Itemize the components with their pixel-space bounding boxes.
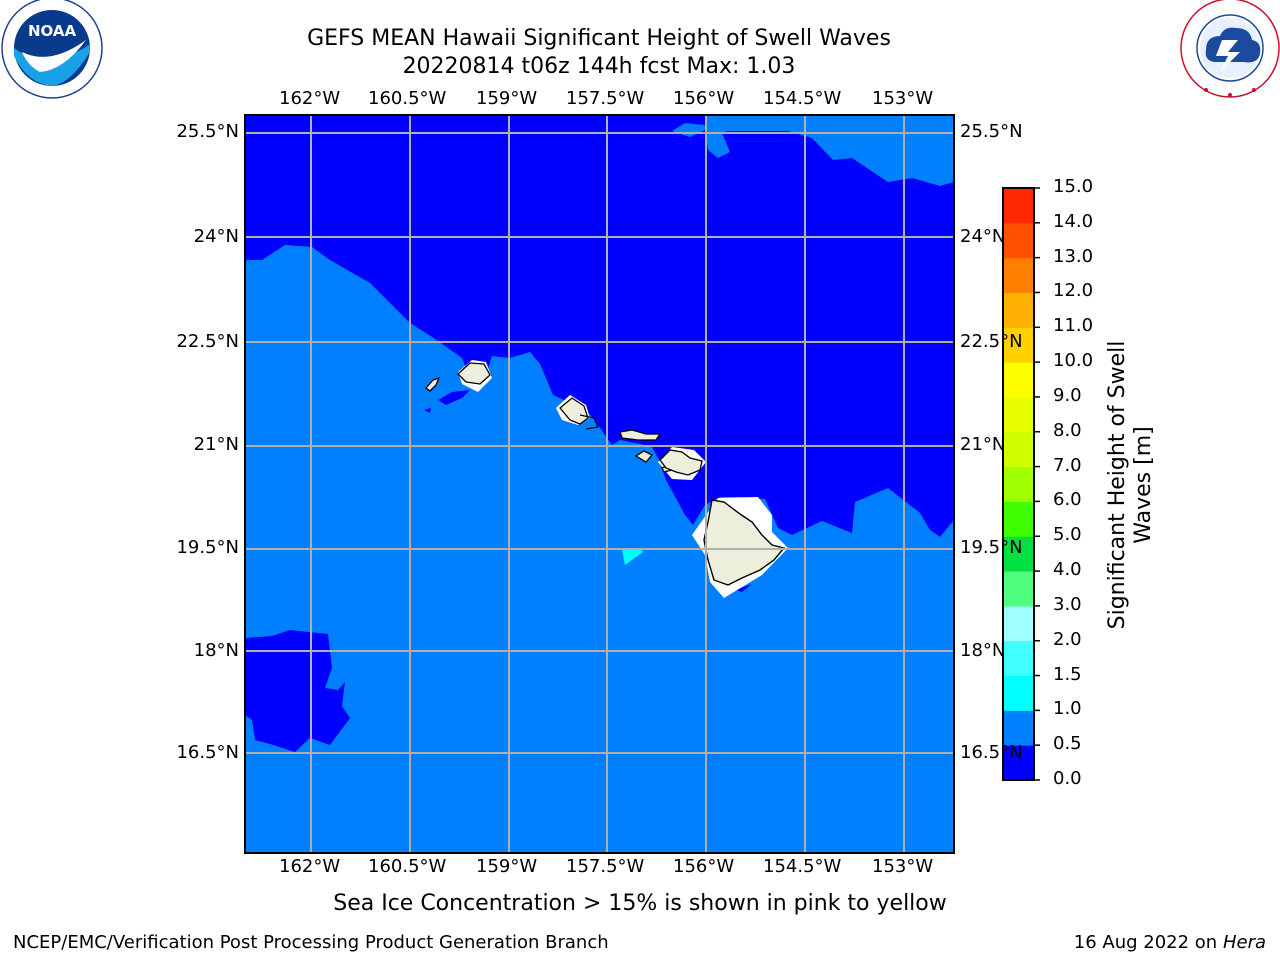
colorbar-tick-label: 4.0 (1053, 559, 1082, 581)
colorbar-label-line1: Significant Height of Swell (1105, 340, 1130, 630)
lat-label-left: 22.5°N (176, 331, 239, 352)
map-gridlines (245, 115, 954, 853)
colorbar-segment (1003, 640, 1034, 677)
island-oahu-reef (579, 414, 599, 430)
colorbar-tick-label: 0.5 (1053, 733, 1082, 755)
lon-label-top: 154.5°W (763, 88, 842, 109)
island-lanai (634, 450, 654, 463)
lat-label-right: 21°N (960, 434, 1006, 455)
chart-subtitle: 20220814 t06z 144h fcst Max: 1.03 (402, 54, 796, 79)
colorbar-tick-label: 14.0 (1053, 210, 1094, 232)
lat-label-right: 22.5°N (960, 331, 1023, 352)
colorbar-segment (1003, 257, 1034, 293)
colorbar-tick-label: 1.5 (1053, 663, 1082, 685)
colorbar-segment (1003, 362, 1034, 398)
colorbar-segment (1003, 188, 1034, 224)
colorbar-tick-label: 7.0 (1053, 454, 1082, 476)
swell-band-low-niihau (438, 390, 470, 405)
swell-band-low-speck (424, 408, 431, 413)
colorbar-tick-label: 1.0 (1053, 698, 1082, 720)
colorbar-segment (1003, 501, 1034, 537)
lon-label-top: 157.5°W (566, 88, 645, 109)
lon-label-bottom: 162°W (279, 856, 341, 877)
colorbar-segment (1003, 466, 1034, 502)
colorbar-segment (1003, 396, 1034, 433)
lat-label-left: 16.5°N (176, 742, 239, 763)
sea-ice-note: Sea Ice Concentration > 15% is shown in … (333, 891, 947, 916)
colorbar-tick-label: 5.0 (1053, 524, 1082, 546)
lat-label-right: 16.5°N (960, 742, 1023, 763)
swell-band-cyan (622, 548, 643, 565)
chart-title: GEFS MEAN Hawaii Significant Height of S… (307, 26, 891, 51)
island-molokai (619, 429, 662, 441)
lon-label-top: 159°W (476, 88, 538, 109)
colorbar-tick-label: 2.0 (1053, 628, 1082, 650)
colorbar-tick-label: 11.0 (1053, 315, 1094, 337)
colorbar-tick-label: 13.0 (1053, 245, 1094, 267)
noaa-logo-text: NOAA (28, 22, 77, 40)
nws-logo (1180, 0, 1280, 98)
colorbar-segment (1003, 536, 1034, 572)
colorbar-segment (1003, 710, 1034, 746)
lat-label-left: 19.5°N (176, 537, 239, 558)
lat-label-left: 25.5°N (176, 121, 239, 142)
footer-host: Hera (1222, 932, 1266, 953)
footer-credit: NCEP/EMC/Verification Post Processing Pr… (13, 932, 609, 953)
colorbar-segment (1003, 745, 1034, 781)
colorbar-segment (1003, 222, 1034, 259)
lon-label-bottom: 156°W (673, 856, 735, 877)
lon-label-bottom: 159°W (476, 856, 538, 877)
colorbar-segment (1003, 327, 1034, 363)
colorbar-tick-label: 12.0 (1053, 280, 1094, 302)
lon-label-bottom: 154.5°W (763, 856, 842, 877)
swell-band-low-southwest (245, 630, 350, 752)
footer-date: 16 Aug 2022 on Hera (1074, 932, 1266, 953)
colorbar-segment (1003, 292, 1034, 328)
lat-label-right: 19.5°N (960, 537, 1023, 558)
colorbar-tick-label: 9.0 (1053, 384, 1082, 406)
lon-label-top: 153°W (872, 88, 934, 109)
island-maui (659, 449, 703, 476)
swell-band-low-south-big-island (735, 584, 752, 592)
colorbar-segment (1003, 605, 1034, 642)
colorbar-tick-label: 3.0 (1053, 593, 1082, 615)
lat-label-right: 25.5°N (960, 121, 1023, 142)
lat-label-left: 21°N (193, 434, 239, 455)
swell-band-low-north (245, 115, 954, 537)
lon-label-top: 162°W (279, 88, 341, 109)
colorbar (1002, 187, 1040, 781)
colorbar-tick-label: 6.0 (1053, 489, 1082, 511)
lon-label-bottom: 153°W (872, 856, 934, 877)
colorbar-tick-label: 10.0 (1053, 350, 1094, 372)
colorbar-frame (1002, 187, 1035, 781)
lat-label-left: 24°N (193, 226, 239, 247)
colorbar-segment (1003, 431, 1034, 468)
footer-date-text: 16 Aug 2022 on (1073, 932, 1218, 953)
colorbar-tick-label: 8.0 (1053, 419, 1082, 441)
island-niihau (425, 376, 441, 392)
colorbar-segment (1003, 675, 1034, 711)
lat-label-right: 24°N (960, 226, 1006, 247)
lat-label-left: 18°N (193, 640, 239, 661)
island-oahu (559, 397, 589, 425)
colorbar-segment (1003, 571, 1034, 607)
lat-label-right: 18°N (960, 640, 1006, 661)
colorbar-tick-label: 15.0 (1053, 176, 1094, 197)
lon-label-bottom: 157.5°W (566, 856, 645, 877)
lon-label-top: 160.5°W (368, 88, 447, 109)
noaa-logo: NOAA (1, 0, 103, 99)
colorbar-label-line2: Waves [m] (1131, 426, 1156, 544)
lon-label-top: 156°W (673, 88, 735, 109)
island-kauai (457, 362, 491, 385)
map-frame (244, 114, 955, 854)
colorbar-tick-label: 0.0 (1053, 768, 1082, 789)
lon-label-bottom: 160.5°W (368, 856, 447, 877)
colorbar-overlay (1002, 186, 1036, 782)
